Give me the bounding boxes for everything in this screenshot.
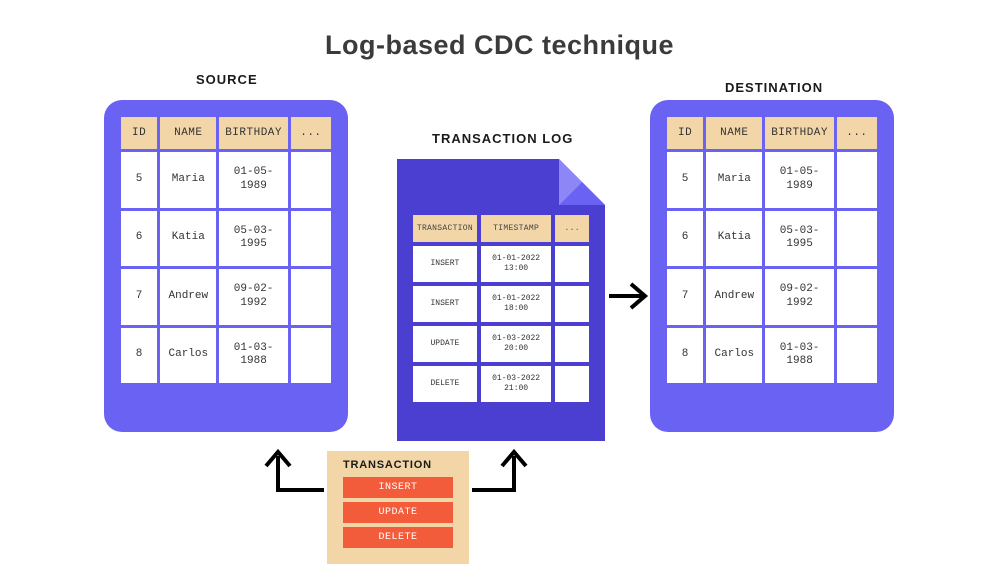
col-name-header: NAME	[706, 117, 762, 149]
cell-dots	[837, 269, 877, 325]
tx-op-update: UPDATE	[343, 502, 453, 523]
arrow-curve-left-icon	[256, 444, 326, 508]
cell-id: 6	[121, 211, 157, 267]
cell-id: 8	[121, 328, 157, 384]
source-table: ID NAME BIRTHDAY ... 5 Maria 01-05-1989 …	[118, 114, 334, 386]
log-cell-dots	[555, 326, 589, 362]
cell-name: Maria	[160, 152, 216, 208]
log-cell-tx: INSERT	[413, 286, 477, 322]
log-row: INSERT 01-01-202218:00	[413, 286, 589, 322]
log-row: DELETE 01-03-202221:00	[413, 366, 589, 402]
log-header-row: TRANSACTION TIMESTAMP ...	[413, 215, 589, 242]
arrow-curve-right-icon	[470, 444, 540, 508]
cell-birthday: 05-03-1995	[219, 211, 287, 267]
cell-birthday: 05-03-1995	[765, 211, 833, 267]
cell-dots	[837, 328, 877, 384]
page-title: Log-based CDC technique	[0, 30, 999, 61]
col-dots-header: ...	[291, 117, 331, 149]
log-col-dots-header: ...	[555, 215, 589, 242]
col-id-header: ID	[667, 117, 703, 149]
col-dots-header: ...	[837, 117, 877, 149]
cell-name: Andrew	[160, 269, 216, 325]
destination-panel: ID NAME BIRTHDAY ... 5 Maria 01-05-1989 …	[650, 100, 894, 432]
tx-op-insert: INSERT	[343, 477, 453, 498]
source-label: SOURCE	[196, 72, 258, 87]
arrow-right-icon	[607, 278, 649, 314]
log-cell-ts: 01-03-202221:00	[481, 366, 552, 402]
cell-name: Katia	[160, 211, 216, 267]
destination-label: DESTINATION	[725, 80, 823, 95]
table-header-row: ID NAME BIRTHDAY ...	[667, 117, 877, 149]
table-header-row: ID NAME BIRTHDAY ...	[121, 117, 331, 149]
cell-name: Carlos	[160, 328, 216, 384]
log-inner: TRANSACTION TIMESTAMP ... INSERT 01-01-2…	[409, 211, 593, 429]
cell-birthday: 01-05-1989	[765, 152, 833, 208]
log-cell-dots	[555, 286, 589, 322]
cell-birthday: 01-05-1989	[219, 152, 287, 208]
log-row: UPDATE 01-03-202220:00	[413, 326, 589, 362]
log-cell-ts: 01-01-202213:00	[481, 246, 552, 282]
log-table: TRANSACTION TIMESTAMP ... INSERT 01-01-2…	[409, 211, 593, 406]
col-id-header: ID	[121, 117, 157, 149]
cell-id: 6	[667, 211, 703, 267]
cell-id: 8	[667, 328, 703, 384]
cell-name: Andrew	[706, 269, 762, 325]
table-row: 5 Maria 01-05-1989	[667, 152, 877, 208]
log-cell-dots	[555, 246, 589, 282]
table-row: 7 Andrew 09-02-1992	[121, 269, 331, 325]
cell-dots	[837, 152, 877, 208]
cell-dots	[837, 211, 877, 267]
cell-id: 7	[121, 269, 157, 325]
table-row: 6 Katia 05-03-1995	[667, 211, 877, 267]
cell-name: Maria	[706, 152, 762, 208]
cell-dots	[291, 328, 331, 384]
log-cell-ts: 01-01-202218:00	[481, 286, 552, 322]
log-cell-dots	[555, 366, 589, 402]
col-name-header: NAME	[160, 117, 216, 149]
cell-birthday: 09-02-1992	[765, 269, 833, 325]
log-cell-tx: INSERT	[413, 246, 477, 282]
source-panel: ID NAME BIRTHDAY ... 5 Maria 01-05-1989 …	[104, 100, 348, 432]
cell-name: Carlos	[706, 328, 762, 384]
transaction-box-title: TRANSACTION	[343, 459, 453, 471]
cell-birthday: 01-03-1988	[219, 328, 287, 384]
log-col-tx-header: TRANSACTION	[413, 215, 477, 242]
cell-id: 7	[667, 269, 703, 325]
table-row: 8 Carlos 01-03-1988	[667, 328, 877, 384]
cell-birthday: 01-03-1988	[765, 328, 833, 384]
destination-table: ID NAME BIRTHDAY ... 5 Maria 01-05-1989 …	[664, 114, 880, 386]
cell-dots	[291, 211, 331, 267]
table-row: 6 Katia 05-03-1995	[121, 211, 331, 267]
table-row: 5 Maria 01-05-1989	[121, 152, 331, 208]
transaction-box: TRANSACTION INSERT UPDATE DELETE	[327, 451, 469, 564]
cell-id: 5	[667, 152, 703, 208]
transaction-log-panel: TRANSACTION TIMESTAMP ... INSERT 01-01-2…	[397, 159, 605, 441]
log-col-ts-header: TIMESTAMP	[481, 215, 552, 242]
cell-dots	[291, 152, 331, 208]
log-cell-tx: UPDATE	[413, 326, 477, 362]
log-cell-ts: 01-03-202220:00	[481, 326, 552, 362]
table-row: 8 Carlos 01-03-1988	[121, 328, 331, 384]
txlog-label: TRANSACTION LOG	[432, 131, 573, 146]
col-birthday-header: BIRTHDAY	[765, 117, 833, 149]
col-birthday-header: BIRTHDAY	[219, 117, 287, 149]
cell-birthday: 09-02-1992	[219, 269, 287, 325]
tx-op-delete: DELETE	[343, 527, 453, 548]
cell-dots	[291, 269, 331, 325]
log-cell-tx: DELETE	[413, 366, 477, 402]
log-row: INSERT 01-01-202213:00	[413, 246, 589, 282]
cell-id: 5	[121, 152, 157, 208]
table-row: 7 Andrew 09-02-1992	[667, 269, 877, 325]
cell-name: Katia	[706, 211, 762, 267]
